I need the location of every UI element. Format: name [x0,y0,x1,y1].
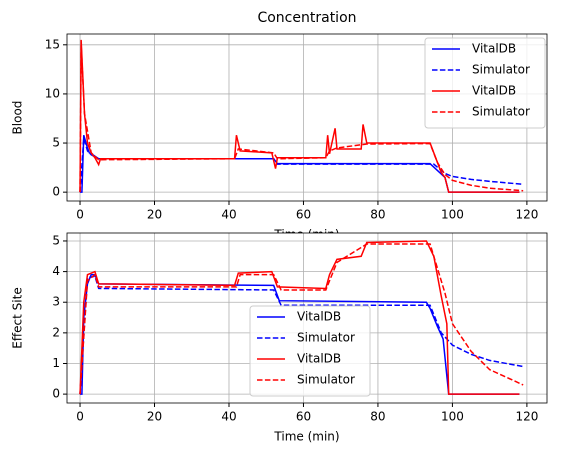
x-tick-label: 100 [441,410,464,424]
axes-frame [66,232,548,404]
x-tick-label: 60 [296,410,311,424]
x-tick-label: 20 [147,410,162,424]
data-line [79,44,524,193]
chart-title: Concentration [257,10,356,26]
y-tick-label: 2 [52,325,60,339]
x-tick-label: 40 [221,208,236,222]
y-axis-label: Effect Site [11,287,25,348]
y-axis-label: Blood [11,101,25,135]
legend-box [424,37,546,129]
y-tick-label: 0 [52,387,60,401]
data-line [79,243,524,395]
y-tick-label: 5 [52,136,60,150]
x-tick-label: 20 [147,208,162,222]
legend-label: Simulator [297,331,355,345]
y-tick-label: 15 [45,37,60,51]
axes-frame [66,33,548,202]
legend-box [249,305,371,397]
x-axis-label: Time (min) [273,430,339,444]
legend-label: VitalDB [472,42,516,56]
x-tick-label: 0 [76,410,84,424]
legend-label: Simulator [472,63,530,77]
x-tick-label: 100 [441,208,464,222]
y-tick-label: 1 [52,356,60,370]
y-tick-label: 4 [52,264,60,278]
data-line [79,240,520,395]
y-tick-label: 3 [52,295,60,309]
legend-label: Simulator [297,373,355,387]
x-tick-label: 120 [515,410,538,424]
y-tick-label: 5 [52,233,60,247]
data-line [79,137,524,193]
x-tick-label: 40 [221,410,236,424]
x-tick-label: 80 [370,410,385,424]
x-tick-label: 120 [515,208,538,222]
x-tick-label: 60 [296,208,311,222]
y-tick-label: 0 [52,185,60,199]
x-tick-label: 80 [370,208,385,222]
legend-label: Simulator [472,105,530,119]
legend-label: VitalDB [472,84,516,98]
x-tick-label: 0 [76,208,84,222]
legend-label: VitalDB [297,352,341,366]
legend-label: VitalDB [297,310,341,324]
y-tick-label: 10 [45,86,60,100]
